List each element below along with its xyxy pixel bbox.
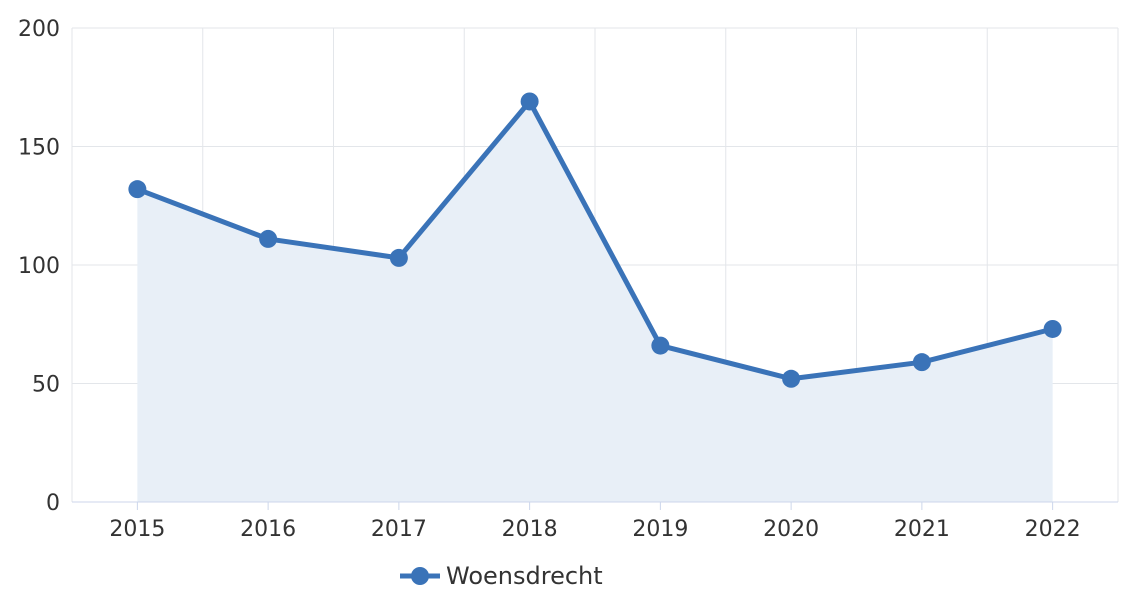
y-tick-label: 200: [18, 17, 60, 42]
x-tick-label: 2020: [763, 517, 819, 542]
data-point-2015[interactable]: [128, 180, 147, 199]
data-point-2018[interactable]: [520, 92, 539, 111]
x-tick-label: 2016: [240, 517, 296, 542]
x-tick-label: 2021: [894, 517, 950, 542]
area-layer: [137, 101, 1053, 502]
data-point-2019[interactable]: [651, 336, 670, 355]
legend-marker-dot: [411, 567, 429, 585]
legend-label-woensdrecht: Woensdrecht: [446, 562, 603, 590]
x-tick-label: 2018: [502, 517, 558, 542]
y-tick-label: 0: [46, 491, 60, 516]
series-area: [137, 101, 1053, 502]
y-tick-label: 100: [18, 254, 60, 279]
x-tick-label: 2017: [371, 517, 427, 542]
data-point-2017[interactable]: [389, 248, 408, 267]
y-tick-label: 50: [32, 373, 60, 398]
series-line-layer: [134, 98, 1056, 382]
x-tick-label: 2015: [109, 517, 165, 542]
data-point-2020[interactable]: [782, 369, 801, 388]
data-point-2022[interactable]: [1043, 319, 1062, 338]
x-tick-label: 2022: [1025, 517, 1081, 542]
data-point-2021[interactable]: [912, 353, 931, 372]
y-tick-label: 150: [18, 136, 60, 161]
axes: 0 50 100 150 200 2015 2016 2017 2018 2019 2020 2021…: [18, 17, 1118, 542]
series-points: [128, 92, 1062, 388]
data-point-2016[interactable]: [259, 229, 278, 248]
x-tick-label: 2019: [632, 517, 688, 542]
series-line: [134, 98, 1056, 382]
legend[interactable]: Woensdrecht: [400, 562, 603, 590]
